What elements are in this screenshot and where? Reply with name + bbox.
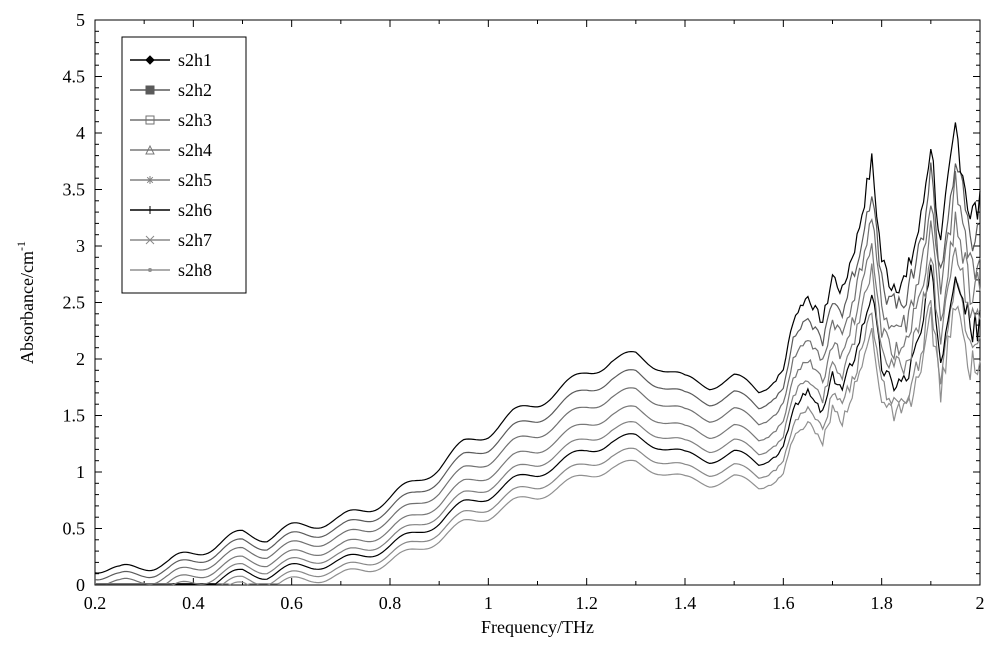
x-tick-label: 0.4 <box>182 593 205 613</box>
legend-label: s2h4 <box>178 140 212 160</box>
series-s2h4 <box>95 212 980 584</box>
x-tick-label: 0.8 <box>379 593 402 613</box>
y-tick-label: 5 <box>76 10 85 30</box>
series-s2h8 <box>95 307 980 585</box>
series-s2h3 <box>95 171 980 584</box>
series-group <box>95 123 980 585</box>
y-tick-label: 3.5 <box>63 180 86 200</box>
y-tick-label: 4 <box>76 123 85 143</box>
legend: s2h1 s2h2 s2h3 s2h4 s2h5 s2h6 s2h7 s2h8 <box>122 37 246 293</box>
y-axis-label: Absorbance/cm-1 <box>14 241 37 364</box>
svg-text:Absorbance/cm-1: Absorbance/cm-1 <box>14 241 37 364</box>
x-tick-label: 1.8 <box>870 593 893 613</box>
y-tick-label: 4.5 <box>63 67 86 87</box>
chart-svg: 0.2 0.4 0.6 0.8 1 1.2 1.4 1.6 1.8 2 0 0.5 1 1.5 2 2.5 3 3… <box>0 0 1000 651</box>
x-axis-label: Frequency/THz <box>481 617 594 637</box>
x-tick-label: 2 <box>976 593 985 613</box>
y-tick-label: 2.5 <box>63 293 86 313</box>
y-tick-label: 3 <box>76 236 85 256</box>
y-tick-label: 0 <box>76 575 85 595</box>
plot-frame <box>95 20 980 585</box>
x-tick-label: 1.2 <box>575 593 598 613</box>
legend-label: s2h6 <box>178 200 212 220</box>
y-tick-label: 1 <box>76 462 85 482</box>
legend-label: s2h7 <box>178 230 212 250</box>
series-s2h7 <box>95 281 980 584</box>
x-tick-label: 1 <box>484 593 493 613</box>
x-tick-label: 0.6 <box>280 593 303 613</box>
legend-label: s2h3 <box>178 110 212 130</box>
y-tick-label: 1.5 <box>63 406 86 426</box>
x-tick-label: 1.6 <box>772 593 795 613</box>
legend-label: s2h5 <box>178 170 212 190</box>
x-tick-label: 1.4 <box>674 593 697 613</box>
legend-label: s2h8 <box>178 260 212 280</box>
series-s2h1 <box>95 123 980 574</box>
x-tick-label: 0.2 <box>84 593 107 613</box>
legend-label: s2h2 <box>178 80 212 100</box>
absorbance-chart: 0.2 0.4 0.6 0.8 1 1.2 1.4 1.6 1.8 2 0 0.5 1 1.5 2 2.5 3 3… <box>0 0 1000 651</box>
y-tick-label: 0.5 <box>63 519 86 539</box>
legend-label: s2h1 <box>178 50 212 70</box>
y-tick-label: 2 <box>76 349 85 369</box>
